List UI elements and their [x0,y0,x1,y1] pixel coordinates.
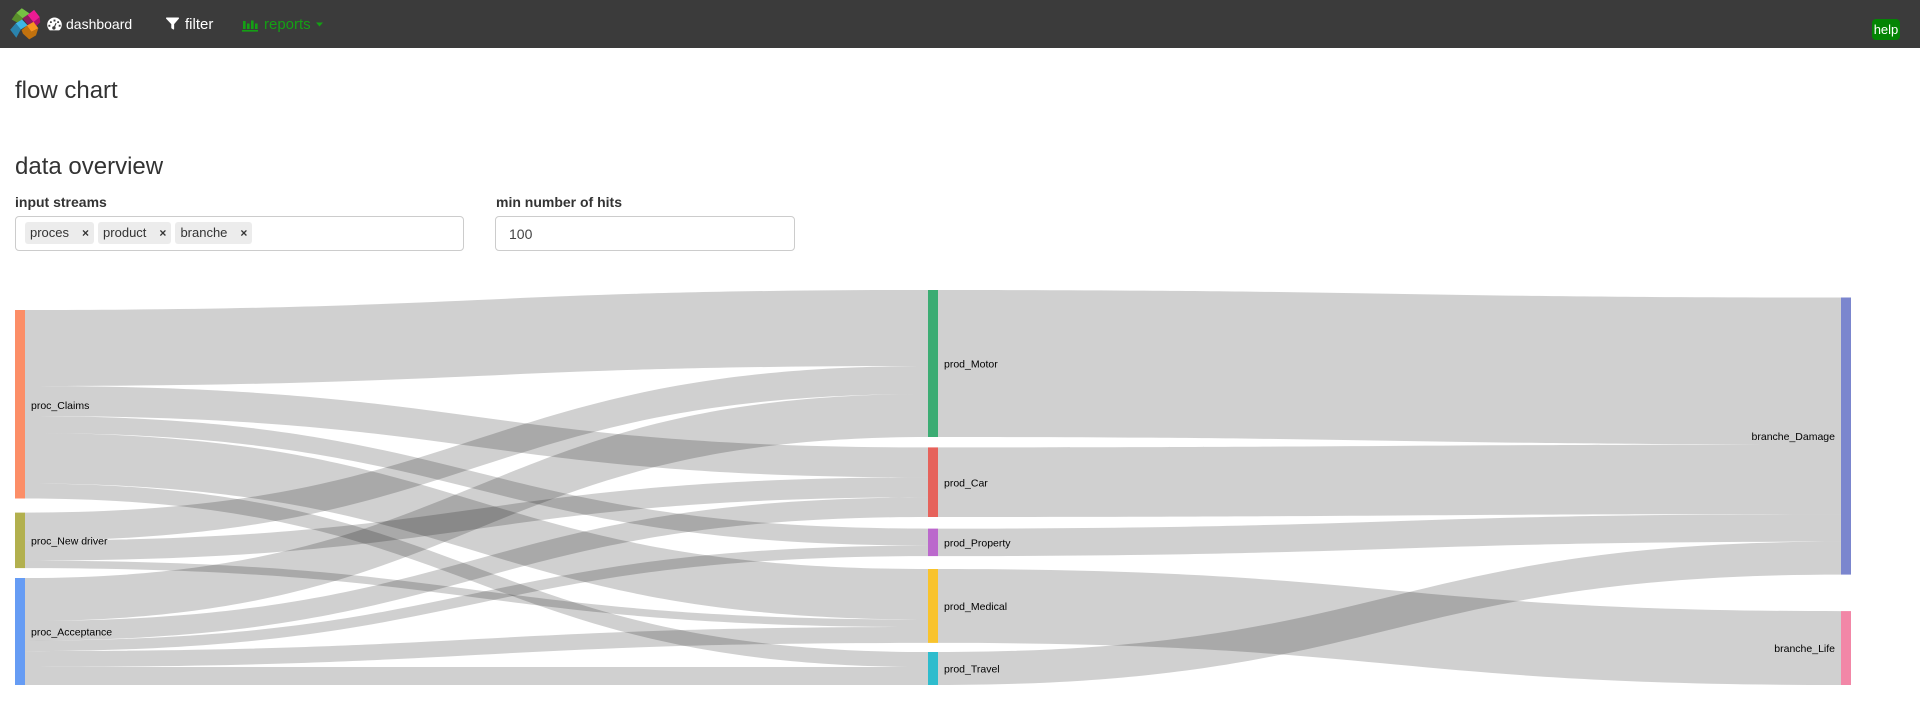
svg-text:branche_Damage: branche_Damage [1752,431,1836,443]
svg-text:proc_New driver: proc_New driver [31,536,108,548]
svg-text:prod_Motor: prod_Motor [944,359,998,371]
svg-text:prod_Travel: prod_Travel [944,664,1000,676]
svg-text:proc_Acceptance: proc_Acceptance [31,627,112,639]
svg-text:prod_Medical: prod_Medical [944,601,1007,613]
svg-text:proc_Claims: proc_Claims [31,400,89,412]
svg-text:branche_Life: branche_Life [1774,643,1835,655]
svg-text:prod_Property: prod_Property [944,538,1011,550]
svg-text:prod_Car: prod_Car [944,478,988,490]
